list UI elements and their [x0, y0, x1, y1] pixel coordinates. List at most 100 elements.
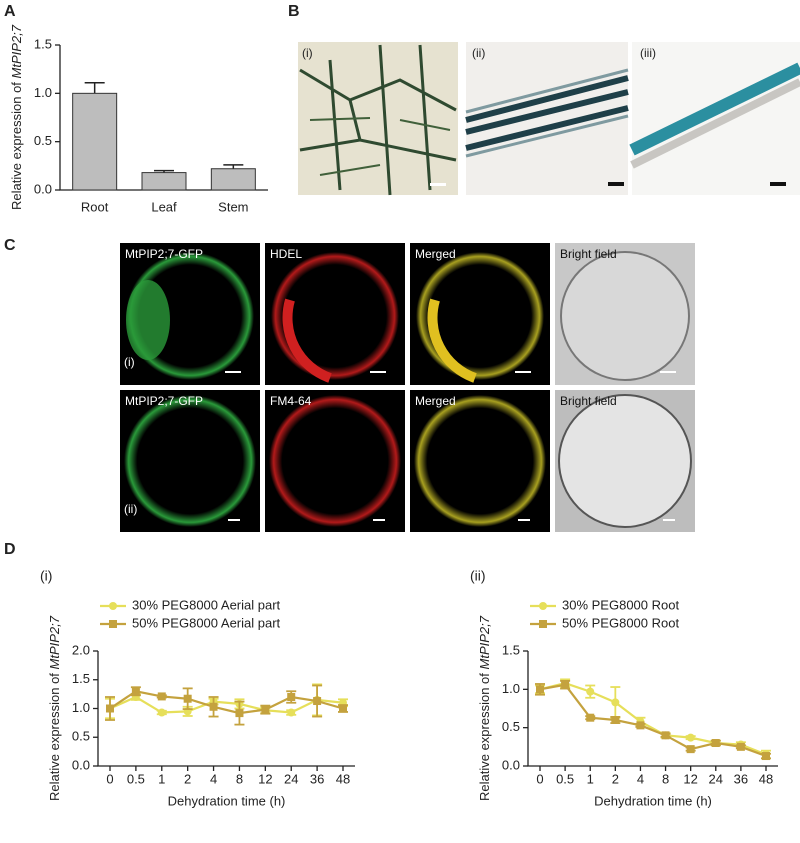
- image-label: MtPIP2;7-GFP: [125, 394, 203, 408]
- point: [106, 704, 114, 713]
- x-tick-label: 2: [184, 771, 191, 786]
- series-line: [539, 683, 767, 758]
- point: [287, 693, 296, 701]
- point: [636, 721, 645, 730]
- image-label: Merged: [415, 394, 456, 408]
- legend-label: 30% PEG8000 Aerial part: [132, 597, 281, 612]
- chart-title: (i): [40, 568, 52, 584]
- x-tick-label: 0: [106, 771, 113, 786]
- y-tick-label: 1.5: [502, 642, 520, 657]
- x-tick-label: 8: [662, 771, 669, 786]
- y-tick-label: 1.5: [34, 36, 52, 51]
- x-tick-label: 1: [587, 771, 594, 786]
- panel-letter: A: [4, 3, 16, 20]
- y-axis-label-text: Relative expression of: [9, 78, 24, 210]
- legend-marker: [539, 602, 547, 610]
- y-axis-label-gene: MtPIP2;7: [47, 615, 62, 669]
- x-tick-label: 12: [683, 771, 697, 786]
- point: [209, 702, 218, 711]
- x-tick-label: 8: [236, 771, 243, 786]
- panel-letter: C: [4, 237, 16, 254]
- point: [339, 704, 347, 713]
- image-label: HDEL: [270, 247, 302, 261]
- x-tick-label: 0.5: [127, 771, 145, 786]
- bar: [210, 168, 256, 191]
- x-tick-label: 4: [210, 771, 217, 786]
- y-tick-label: 1.0: [34, 85, 52, 100]
- x-tick-label: 4: [637, 771, 644, 786]
- y-tick-label: 0.5: [72, 729, 90, 744]
- point: [611, 698, 620, 707]
- y-tick-label: 0.0: [502, 757, 520, 772]
- point: [536, 685, 544, 694]
- panel-letter: B: [288, 3, 300, 20]
- legend-marker: [539, 620, 547, 628]
- image-label: (i): [124, 355, 135, 369]
- point: [586, 713, 595, 722]
- x-tick-label: 0.5: [556, 771, 574, 786]
- x-tick-label: 48: [759, 771, 773, 786]
- micrograph-b: [298, 42, 800, 196]
- x-axis-label: Dehydration time (h): [168, 793, 286, 808]
- x-tick-label: 12: [258, 771, 272, 786]
- image-label: (iii): [640, 46, 656, 60]
- y-axis-label: Relative expression of MtPIP2;7: [47, 615, 62, 801]
- point: [183, 694, 192, 703]
- series-line: [539, 682, 767, 756]
- x-tick-label: 36: [734, 771, 748, 786]
- x-tick-label: 48: [336, 771, 350, 786]
- bar: [141, 172, 187, 191]
- series-line: [109, 695, 344, 714]
- x-tick-label: 0: [536, 771, 543, 786]
- point: [235, 709, 244, 718]
- image-label: (ii): [472, 46, 485, 60]
- y-tick-label: 0.5: [502, 719, 520, 734]
- legend-label: 30% PEG8000 Root: [562, 597, 679, 612]
- point: [762, 752, 770, 761]
- point: [287, 708, 296, 717]
- x-tick-label: Leaf: [151, 199, 177, 214]
- y-tick-label: 0.5: [34, 133, 52, 148]
- x-tick-label: Root: [81, 199, 109, 214]
- point: [686, 733, 695, 742]
- legend-label: 50% PEG8000 Root: [562, 615, 679, 630]
- x-tick-label: Stem: [218, 199, 248, 214]
- legend-label: 50% PEG8000 Aerial part: [132, 615, 281, 630]
- y-axis-label-text: Relative expression of: [477, 669, 492, 801]
- point: [586, 687, 595, 696]
- x-tick-label: 1: [158, 771, 165, 786]
- y-tick-label: 2.0: [72, 642, 90, 657]
- point: [313, 697, 322, 706]
- y-tick-label: 0.0: [34, 181, 52, 196]
- point: [686, 745, 695, 754]
- chart-title: (ii): [470, 568, 486, 584]
- x-tick-label: 24: [284, 771, 298, 786]
- point: [261, 705, 270, 714]
- y-axis-label: Relative expression of MtPIP2;7: [9, 24, 24, 210]
- x-axis-label: Dehydration time (h): [594, 793, 712, 808]
- y-tick-label: 0.0: [72, 757, 90, 772]
- point: [131, 687, 140, 696]
- legend-marker: [109, 602, 117, 610]
- y-tick-label: 1.0: [502, 681, 520, 696]
- x-tick-label: 24: [709, 771, 723, 786]
- y-axis-label-gene: MtPIP2;7: [9, 24, 24, 78]
- y-tick-label: 1.5: [72, 671, 90, 686]
- point: [736, 742, 745, 751]
- point: [157, 692, 166, 701]
- micrograph-c: [120, 243, 695, 532]
- point: [157, 708, 166, 717]
- y-axis-label: Relative expression of MtPIP2;7: [477, 615, 492, 801]
- x-tick-label: 2: [612, 771, 619, 786]
- point: [661, 731, 670, 740]
- image-label: Bright field: [560, 247, 617, 261]
- image-label: Merged: [415, 247, 456, 261]
- point: [711, 739, 720, 747]
- panel-letter: D: [4, 541, 16, 558]
- series-line: [109, 690, 344, 715]
- legend-marker: [109, 620, 117, 628]
- y-axis-label-text: Relative expression of: [47, 669, 62, 801]
- point: [561, 680, 570, 689]
- image-label: Bright field: [560, 394, 617, 408]
